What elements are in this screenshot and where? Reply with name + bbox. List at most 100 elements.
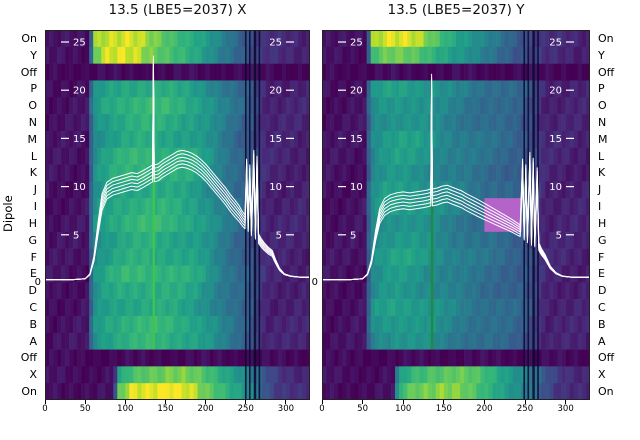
heatmap-override: [430, 198, 434, 350]
row-label-left: H: [28, 216, 37, 230]
y-tick-label: 15: [350, 134, 363, 145]
row-label-left: L: [30, 149, 37, 163]
row-label-left: A: [29, 334, 37, 348]
x-tick-mark: [84, 400, 86, 404]
row-label-right: M: [598, 132, 608, 146]
row-label-left: Off: [20, 65, 37, 79]
trace-bundle: [322, 73, 590, 281]
row-label-left: K: [29, 166, 37, 180]
y-tick-label: 10: [549, 182, 562, 193]
trace-line: [45, 55, 310, 281]
x-tick-mark: [124, 400, 126, 404]
row-label-right: E: [598, 267, 605, 281]
trace-line: [45, 69, 310, 281]
x-tick-mark: [362, 400, 364, 404]
row-label-right: On: [598, 385, 614, 399]
x-tick-label: 50: [79, 404, 91, 414]
heatmap-plot-y: 25 20 15 10 5 25 20 15 10 5: [322, 30, 590, 400]
row-label-right: J: [598, 183, 602, 197]
row-label-right: N: [598, 116, 607, 129]
plot-title-y: 13.5 (LBE5=2037) Y: [387, 2, 525, 18]
trace-line: [322, 73, 590, 281]
y-tick-label: 5: [276, 230, 282, 241]
y-tick-label: 15: [549, 134, 562, 145]
row-label-left: J: [33, 183, 37, 197]
x-tick-mark: [44, 400, 46, 404]
row-label-right: A: [598, 334, 606, 348]
y-tick-label: 20: [73, 86, 86, 97]
y-tick-label: 5: [350, 230, 356, 241]
y-tick-label: 20: [549, 86, 562, 97]
row-label-left: X: [29, 368, 37, 382]
dark-stripe: [248, 30, 251, 400]
row-label-right: H: [598, 216, 607, 230]
trace-bundle: [45, 55, 310, 281]
x-tick-mark: [402, 400, 404, 404]
row-label-left: On: [21, 31, 37, 45]
x-tick-mark: [565, 400, 567, 404]
plot-frame: [322, 30, 590, 400]
x-tick-label: 150: [435, 404, 452, 414]
x-tick-mark: [285, 400, 287, 404]
x-tick-label: 100: [117, 404, 134, 414]
row-label-left: B: [29, 317, 37, 331]
row-label-right: B: [598, 317, 606, 331]
row-label-right: X: [598, 368, 606, 382]
y-tick-label: 15: [73, 134, 86, 145]
row-label-left: F: [30, 250, 37, 264]
y-tick-label: 5: [556, 230, 562, 241]
x-tick-mark: [164, 400, 166, 404]
y-tick-label: 20: [350, 86, 363, 97]
row-label-left: P: [30, 82, 37, 96]
x-tick-mark: [483, 400, 485, 404]
row-label-right: O: [598, 99, 607, 113]
row-label-right: L: [598, 149, 605, 163]
row-label-right: Off: [598, 351, 615, 365]
row-label-left: N: [28, 116, 37, 129]
y-zero-label: 0: [34, 277, 41, 288]
x-tick-label: 250: [237, 404, 254, 414]
row-label-left: M: [27, 132, 38, 146]
x-tick-label: 0: [319, 404, 325, 414]
row-label-left: O: [28, 99, 37, 113]
x-tick-label: 300: [277, 404, 295, 414]
y-tick-label: 25: [269, 38, 282, 49]
dark-stripe: [258, 30, 261, 400]
x-tick-label: 150: [157, 404, 174, 414]
row-label-right: K: [598, 166, 606, 180]
trace-line: [45, 62, 310, 281]
row-label-right: G: [598, 233, 607, 247]
row-label-right: C: [598, 301, 606, 314]
row-label-right: I: [598, 200, 602, 214]
x-tick-label: 0: [42, 404, 48, 414]
trace-line: [45, 72, 310, 281]
row-label-left: On: [21, 385, 37, 399]
x-tick-label: 50: [357, 404, 368, 414]
y-zero-label: 0: [311, 277, 318, 288]
y-tick-label: 15: [269, 134, 282, 145]
row-label-right: P: [598, 82, 605, 96]
y-tick-label: 10: [73, 182, 86, 193]
row-label-left: Y: [30, 48, 37, 62]
x-tick-label: 200: [197, 404, 214, 414]
y-tick-label: 5: [73, 230, 79, 241]
row-label-left: C: [29, 301, 37, 314]
y-tick-label: 25: [73, 38, 86, 49]
row-label-left: Off: [20, 351, 37, 365]
row-label-right: F: [598, 250, 605, 264]
plot-frame: [45, 30, 310, 400]
y-tick-label: 25: [350, 38, 363, 49]
x-tick-label: 250: [516, 404, 534, 414]
row-label-left: D: [28, 284, 37, 298]
row-label-right: Y: [598, 48, 605, 62]
y-tick-label: 10: [269, 182, 282, 193]
x-tick-mark: [245, 400, 247, 404]
trace-line: [45, 58, 310, 281]
x-tick-label: 200: [476, 404, 493, 414]
trace-line: [45, 65, 310, 281]
x-tick-mark: [321, 400, 323, 404]
x-tick-mark: [443, 400, 445, 404]
heatmap-override: [152, 147, 156, 350]
row-label-right: D: [598, 284, 607, 298]
